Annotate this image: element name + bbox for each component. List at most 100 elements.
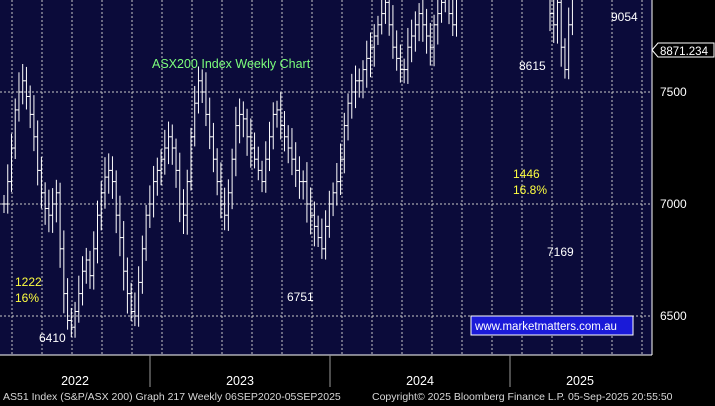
price-bar (114, 170, 119, 234)
price-bar (316, 215, 321, 248)
price-bar (31, 95, 36, 152)
price-bar (144, 204, 149, 261)
price-bar (13, 98, 18, 159)
price-bar (555, 0, 560, 44)
price-bar (252, 132, 257, 169)
price-bar (136, 266, 141, 327)
price-bar (121, 221, 126, 291)
grid-lines (0, 0, 652, 355)
price-bar (566, 7, 571, 80)
price-bar (233, 106, 238, 177)
price-bar (549, 0, 552, 32)
price-bar (110, 156, 115, 199)
price-bar (43, 182, 48, 225)
price-bar (435, 0, 440, 45)
price-bar (334, 163, 339, 206)
price-bar (159, 149, 164, 186)
price-bar (293, 142, 298, 187)
annotation-low-2025: 7169 (547, 245, 574, 259)
price-bar (402, 58, 407, 84)
price-bar (166, 121, 171, 165)
x-tick-label: 2022 (61, 374, 89, 388)
price-bar (84, 247, 89, 284)
price-bar (129, 282, 134, 321)
price-bar (267, 121, 272, 172)
price-bar (454, 0, 457, 37)
price-bar (5, 164, 10, 214)
price-bar (162, 129, 167, 175)
website-link[interactable]: www.marketmatters.com.au (474, 321, 617, 333)
price-bar (61, 230, 66, 314)
price-bar (409, 19, 414, 63)
price-bar (65, 278, 70, 330)
price-bar (405, 27, 410, 84)
x-tick-label: 2025 (566, 374, 594, 388)
price-bar (301, 170, 306, 200)
price-bar (304, 162, 309, 223)
price-bar (346, 93, 351, 141)
price-bar (73, 301, 78, 338)
chart-title: ASX200 Index Weekly Chart (152, 57, 311, 71)
x-axis: 2022 2023 2024 2025 (0, 354, 652, 388)
price-bar (424, 8, 429, 54)
price-bar (185, 169, 190, 235)
price-bar (420, 0, 425, 42)
price-bar (364, 40, 369, 88)
price-bar (140, 235, 145, 294)
annotation-low-2023: 6751 (287, 290, 314, 304)
price-bar (196, 66, 201, 114)
price-bar (375, 15, 380, 45)
price-bar (177, 152, 182, 223)
price-bar (387, 0, 392, 36)
price-bar (192, 85, 197, 147)
price-bar (323, 210, 328, 260)
price-bar (99, 181, 104, 231)
x-tick-label: 2024 (406, 374, 434, 388)
annotation-high-2024: 8615 (519, 59, 546, 73)
price-bar (297, 156, 302, 199)
price-bar (289, 128, 294, 176)
x-tick-label: 2023 (226, 374, 254, 388)
plot-background (0, 0, 652, 355)
price-bar (20, 64, 25, 105)
price-bar (147, 185, 152, 228)
price-bar (106, 153, 111, 194)
price-bar (439, 0, 444, 23)
price-bar (39, 156, 44, 209)
price-bar (282, 111, 287, 152)
price-bar (263, 141, 268, 193)
price-bar (248, 118, 253, 168)
price-bar (237, 98, 242, 144)
price-bar (390, 5, 395, 59)
price-bar (559, 0, 564, 67)
price-bar (69, 307, 74, 338)
annotation-drop-2022-points: 1222 (15, 275, 42, 289)
price-bar (211, 122, 216, 173)
price-bar (80, 256, 85, 306)
price-bar (570, 0, 573, 36)
price-bar (562, 38, 567, 79)
footer-bar: AS51 Index (S&P/ASX 200) Graph 217 Weekl… (0, 388, 715, 406)
price-bar (443, 0, 446, 13)
price-bar (256, 146, 261, 181)
annotation-low-2022: 6410 (39, 331, 66, 345)
price-bar (353, 65, 358, 109)
annotation-drop-2022-pct: 16% (15, 291, 39, 305)
annotation-drop-2025-pct: 16.8% (513, 183, 547, 197)
price-bar (151, 165, 156, 218)
price-bar (551, 0, 556, 43)
price-bar (88, 250, 93, 289)
price-bar (181, 189, 186, 235)
price-bar (308, 187, 313, 235)
annotation-drop-2025-points: 1446 (513, 167, 540, 181)
price-bar (312, 201, 317, 247)
price-bar (28, 85, 33, 129)
price-bar (271, 102, 276, 150)
price-bar (95, 200, 100, 264)
price-bar (188, 127, 193, 191)
price-bar (50, 188, 55, 233)
price-bar (349, 73, 354, 119)
price-bar (54, 179, 59, 223)
price-bar (338, 143, 343, 196)
